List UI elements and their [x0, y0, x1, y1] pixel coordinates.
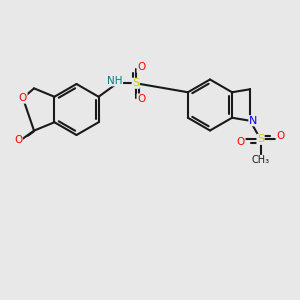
Text: O: O: [137, 94, 145, 104]
Text: N: N: [249, 116, 257, 126]
Text: O: O: [237, 137, 245, 147]
Text: O: O: [276, 131, 284, 141]
Text: S: S: [132, 78, 139, 88]
Text: O: O: [14, 135, 22, 145]
Text: NH: NH: [107, 76, 122, 86]
Text: O: O: [137, 62, 145, 72]
Text: O: O: [19, 93, 27, 103]
Text: S: S: [257, 134, 264, 144]
Text: CH₃: CH₃: [251, 155, 270, 165]
